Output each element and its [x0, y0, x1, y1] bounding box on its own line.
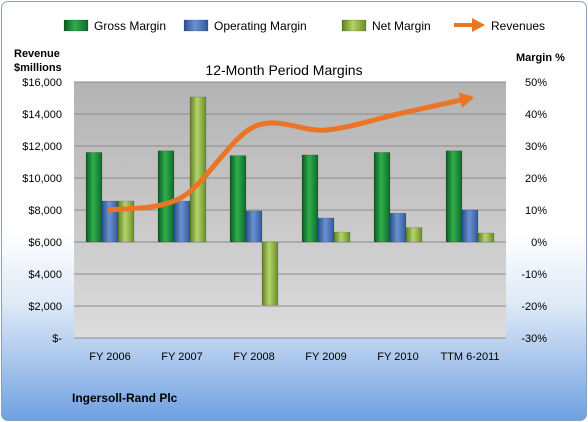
- y-right-tick-label: 10%: [525, 205, 547, 217]
- y-right-tick-label: 50%: [525, 77, 547, 89]
- legend-arrow-revenues: [472, 18, 485, 32]
- bar-operating-margin: [317, 217, 335, 243]
- legend-label: Gross Margin: [94, 19, 166, 33]
- bar-gross-margin: [445, 150, 463, 243]
- y-right-tick-label: -30%: [521, 333, 547, 345]
- y-left-tick-label: $2,000: [28, 301, 62, 313]
- bar-gross-margin: [157, 150, 175, 243]
- y-right-tick-label: 40%: [525, 109, 547, 121]
- x-tick-label: TTM 6-2011: [440, 351, 499, 363]
- y-right-tick-label: -20%: [521, 301, 547, 313]
- y-left-tick-label: $-: [52, 333, 62, 345]
- x-tick-label: FY 2008: [233, 351, 274, 363]
- revenue-line-path: [107, 95, 473, 213]
- legend-label: Net Margin: [372, 19, 431, 33]
- bar-net-margin: [333, 231, 351, 243]
- x-tick-label: FY 2007: [161, 351, 202, 363]
- revenue-arrowhead: [458, 92, 474, 108]
- legend-swatch-1: [183, 19, 209, 32]
- chart-title: 12-Month Period Margins: [205, 62, 362, 78]
- y-left-label-line2: $millions: [14, 62, 62, 74]
- legend-label: Revenues: [491, 19, 545, 33]
- bar-net-margin: [405, 227, 423, 243]
- legend-label: Operating Margin: [214, 19, 307, 33]
- gridlines: [74, 81, 506, 339]
- bars: [85, 96, 495, 306]
- y-left-tick-label: $4,000: [28, 269, 62, 281]
- revenue-line: [107, 92, 474, 213]
- y-left-tick-label: $14,000: [22, 109, 62, 121]
- legend-swatch-2: [341, 19, 367, 32]
- y-right-tick-label: 0%: [531, 237, 547, 249]
- company-name: Ingersoll-Rand Plc: [72, 391, 178, 405]
- legend: Gross Margin Operating Margin Net Margin Re…: [63, 18, 545, 33]
- bar-operating-margin: [245, 210, 263, 243]
- x-tick-label: FY 2010: [377, 351, 418, 363]
- axes: $- $2,000 $4,000 $6,000 $8,000 $10,000 $12,000…: [22, 77, 547, 363]
- bar-operating-margin: [389, 212, 407, 243]
- y-right-tick-label: -10%: [521, 269, 547, 281]
- x-tick-label: FY 2009: [305, 351, 346, 363]
- bar-gross-margin: [229, 155, 247, 243]
- y-right-label: Margin %: [516, 52, 565, 64]
- bar-operating-margin: [173, 200, 191, 243]
- y-right-tick-label: 20%: [525, 173, 547, 185]
- bar-net-margin: [477, 232, 495, 243]
- y-left-tick-label: $8,000: [28, 205, 62, 217]
- legend-swatch-0: [63, 19, 89, 32]
- y-left-label-line1: Revenue: [14, 48, 60, 60]
- y-right-tick-label: 30%: [525, 141, 547, 153]
- bar-operating-margin: [461, 209, 479, 243]
- bar-gross-margin: [301, 154, 319, 243]
- y-left-tick-label: $6,000: [28, 237, 62, 249]
- bar-gross-margin: [85, 152, 103, 243]
- y-left-tick-label: $16,000: [22, 77, 62, 89]
- x-tick-label: FY 2006: [89, 351, 130, 363]
- bar-gross-margin: [373, 152, 391, 243]
- y-left-tick-label: $12,000: [22, 141, 62, 153]
- bar-net-margin: [261, 241, 279, 306]
- y-left-tick-label: $10,000: [22, 173, 62, 185]
- bar-net-margin: [189, 96, 207, 243]
